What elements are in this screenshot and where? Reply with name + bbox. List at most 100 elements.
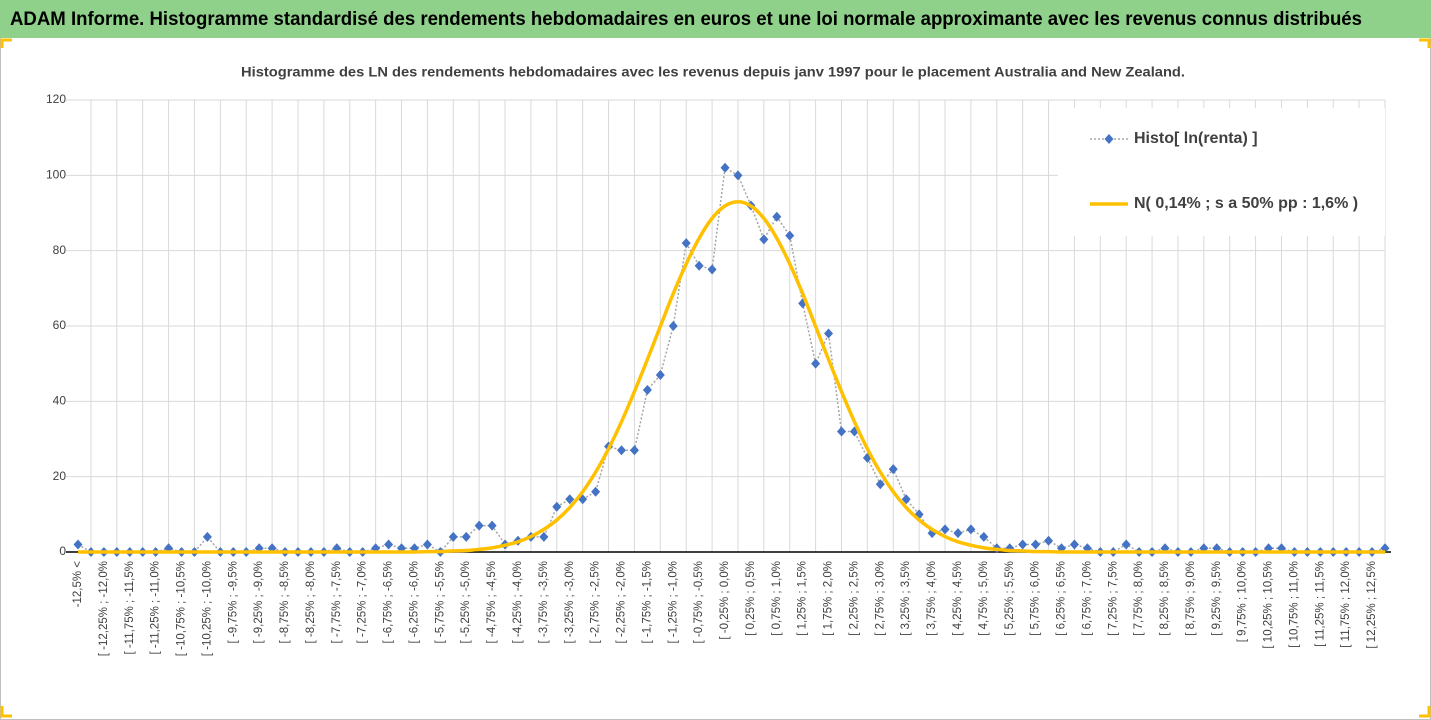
- marker: [384, 539, 394, 550]
- marker: [888, 464, 898, 475]
- y-tick-label: 80: [53, 243, 67, 257]
- x-tick-label: [ 5,25% ; 5,5%: [1004, 561, 1016, 636]
- x-tick-label: [ 5,75% ; 6,0%: [1030, 561, 1042, 636]
- x-tick-label: [ -9,75% ; -9,5%: [227, 561, 239, 643]
- marker: [552, 501, 562, 512]
- x-tick-label: [ -9,25% ; -9,0%: [253, 561, 265, 643]
- x-tick-label: [ -1,25% ; -1,0%: [667, 561, 679, 643]
- x-tick-label: [ -2,25% ; -2,0%: [616, 561, 628, 643]
- x-tick-label: [ 2,25% ; 2,5%: [848, 561, 860, 636]
- x-tick-label: [ -10,75% ; -10,5%: [176, 561, 188, 656]
- x-tick-label: [ -3,25% ; -3,0%: [564, 561, 576, 643]
- x-tick-label: [ -6,25% ; -6,0%: [408, 561, 420, 643]
- x-tick-label: [ -2,75% ; -2,5%: [590, 561, 602, 643]
- header-bar: [0, 0, 1431, 38]
- marker: [629, 445, 639, 456]
- x-tick-label: [ 10,75% ; 11,0%: [1288, 561, 1300, 648]
- x-tick-label: [ 1,75% ; 2,0%: [823, 561, 835, 636]
- marker: [1018, 539, 1028, 550]
- y-tick-label: 100: [46, 168, 66, 182]
- x-tick-label: [ -6,75% ; -6,5%: [383, 561, 395, 643]
- marker: [1044, 535, 1054, 546]
- legend-box: [1058, 108, 1385, 236]
- x-tick-label: [ 11,75% ; 12,0%: [1340, 561, 1352, 648]
- x-tick-label: [ 3,75% ; 4,0%: [926, 561, 938, 636]
- marker: [461, 531, 471, 542]
- x-tick-label: [ -5,25% ; -5,0%: [460, 561, 472, 643]
- x-tick-label: [ 0,25% ; 0,5%: [745, 561, 757, 636]
- corner-marks: [0, 38, 1431, 718]
- x-tick-label: [ -3,75% ; -3,5%: [538, 561, 550, 643]
- marker: [668, 321, 678, 331]
- marker: [785, 230, 795, 241]
- x-tick-label: [ 3,25% ; 3,5%: [900, 561, 912, 636]
- x-tick-label: [ -7,75% ; -7,5%: [331, 561, 343, 643]
- marker: [642, 385, 652, 396]
- x-tick-label: -12,5% <: [72, 561, 84, 608]
- x-tick-label: [ 7,75% ; 8,0%: [1133, 561, 1145, 636]
- legend-label: N( 0,14% ; s a 50% pp : 1,6% ): [1134, 195, 1358, 212]
- marker: [979, 531, 989, 542]
- marker: [694, 260, 704, 271]
- marker: [966, 524, 976, 535]
- legend-label: Histo[ ln(renta) ]: [1134, 130, 1258, 147]
- marker: [733, 170, 743, 181]
- marker: [720, 162, 730, 173]
- marker: [1121, 539, 1131, 550]
- x-tick-label: [ -7,25% ; -7,0%: [357, 561, 369, 643]
- marker: [759, 234, 769, 245]
- y-tick-label: 40: [53, 394, 67, 408]
- marker: [591, 486, 601, 497]
- x-tick-label: [ 10,25% ; 10,5%: [1263, 561, 1275, 649]
- marker: [1031, 539, 1041, 550]
- x-tick-label: [ -0,75% ; -0,5%: [693, 561, 705, 643]
- x-tick-label: [ 0,75% ; 1,0%: [771, 561, 783, 636]
- x-tick-label: [ 1,25% ; 1,5%: [797, 561, 809, 636]
- x-tick-label: [ 8,75% ; 9,0%: [1185, 561, 1197, 636]
- x-tick-label: [ -5,75% ; -5,5%: [434, 561, 446, 643]
- marker: [487, 520, 497, 531]
- marker: [565, 494, 575, 505]
- marker: [772, 211, 782, 222]
- x-tick-label: [ -1,75% ; -1,5%: [641, 561, 653, 643]
- y-tick-label: 120: [46, 92, 66, 106]
- legend-marker: [1104, 134, 1114, 144]
- x-tick-label: [ 4,75% ; 5,0%: [978, 561, 990, 636]
- x-tick-label: [ -8,25% ; -8,0%: [305, 561, 317, 643]
- marker: [73, 539, 83, 550]
- x-tick-label: [ -0,25% ; 0,0%: [719, 561, 731, 640]
- marker: [836, 426, 846, 437]
- x-tick-label: [ -12,25% ; -12,0%: [98, 561, 110, 656]
- x-tick-label: [ 9,75% ; 10,0%: [1237, 561, 1249, 642]
- y-tick-label: 20: [53, 469, 67, 483]
- x-tick-label: [ 11,25% ; 11,5%: [1314, 561, 1326, 647]
- marker: [1069, 539, 1079, 550]
- y-tick-label: 60: [53, 318, 67, 332]
- series-line: [78, 199, 1385, 554]
- marker: [901, 494, 911, 505]
- header-title: ADAM Informe. Histogramme standardisé de…: [10, 9, 1362, 30]
- x-tick-label: [ -4,75% ; -4,5%: [486, 561, 498, 643]
- x-tick-label: [ 6,25% ; 6,5%: [1056, 561, 1068, 636]
- marker: [824, 328, 834, 339]
- x-tick-label: [ 12,25% ; 12,5%: [1366, 561, 1378, 649]
- x-tick-label: [ 6,75% ; 7,0%: [1081, 561, 1093, 636]
- marker: [539, 531, 549, 542]
- x-tick-label: [ -11,25% ; -11,0%: [150, 561, 162, 655]
- x-tick-label: [ 4,25% ; 4,5%: [952, 561, 964, 636]
- marker: [707, 264, 717, 275]
- x-tick-label: [ 9,25% ; 9,5%: [1211, 561, 1223, 636]
- marker: [474, 520, 484, 531]
- marker: [655, 369, 665, 380]
- x-tick-label: [ 2,75% ; 3,0%: [874, 561, 886, 636]
- x-tick-label: [ 8,25% ; 8,5%: [1159, 561, 1171, 636]
- marker: [953, 528, 963, 539]
- x-tick-label: [ -4,25% ; -4,0%: [512, 561, 524, 643]
- marker: [422, 539, 432, 550]
- x-tick-label: [ -11,75% ; -11,5%: [124, 561, 136, 655]
- marker: [617, 445, 627, 456]
- marker: [811, 358, 821, 369]
- marker: [940, 524, 950, 535]
- chart-title: Histogramme des LN des rendements hebdom…: [241, 64, 1185, 80]
